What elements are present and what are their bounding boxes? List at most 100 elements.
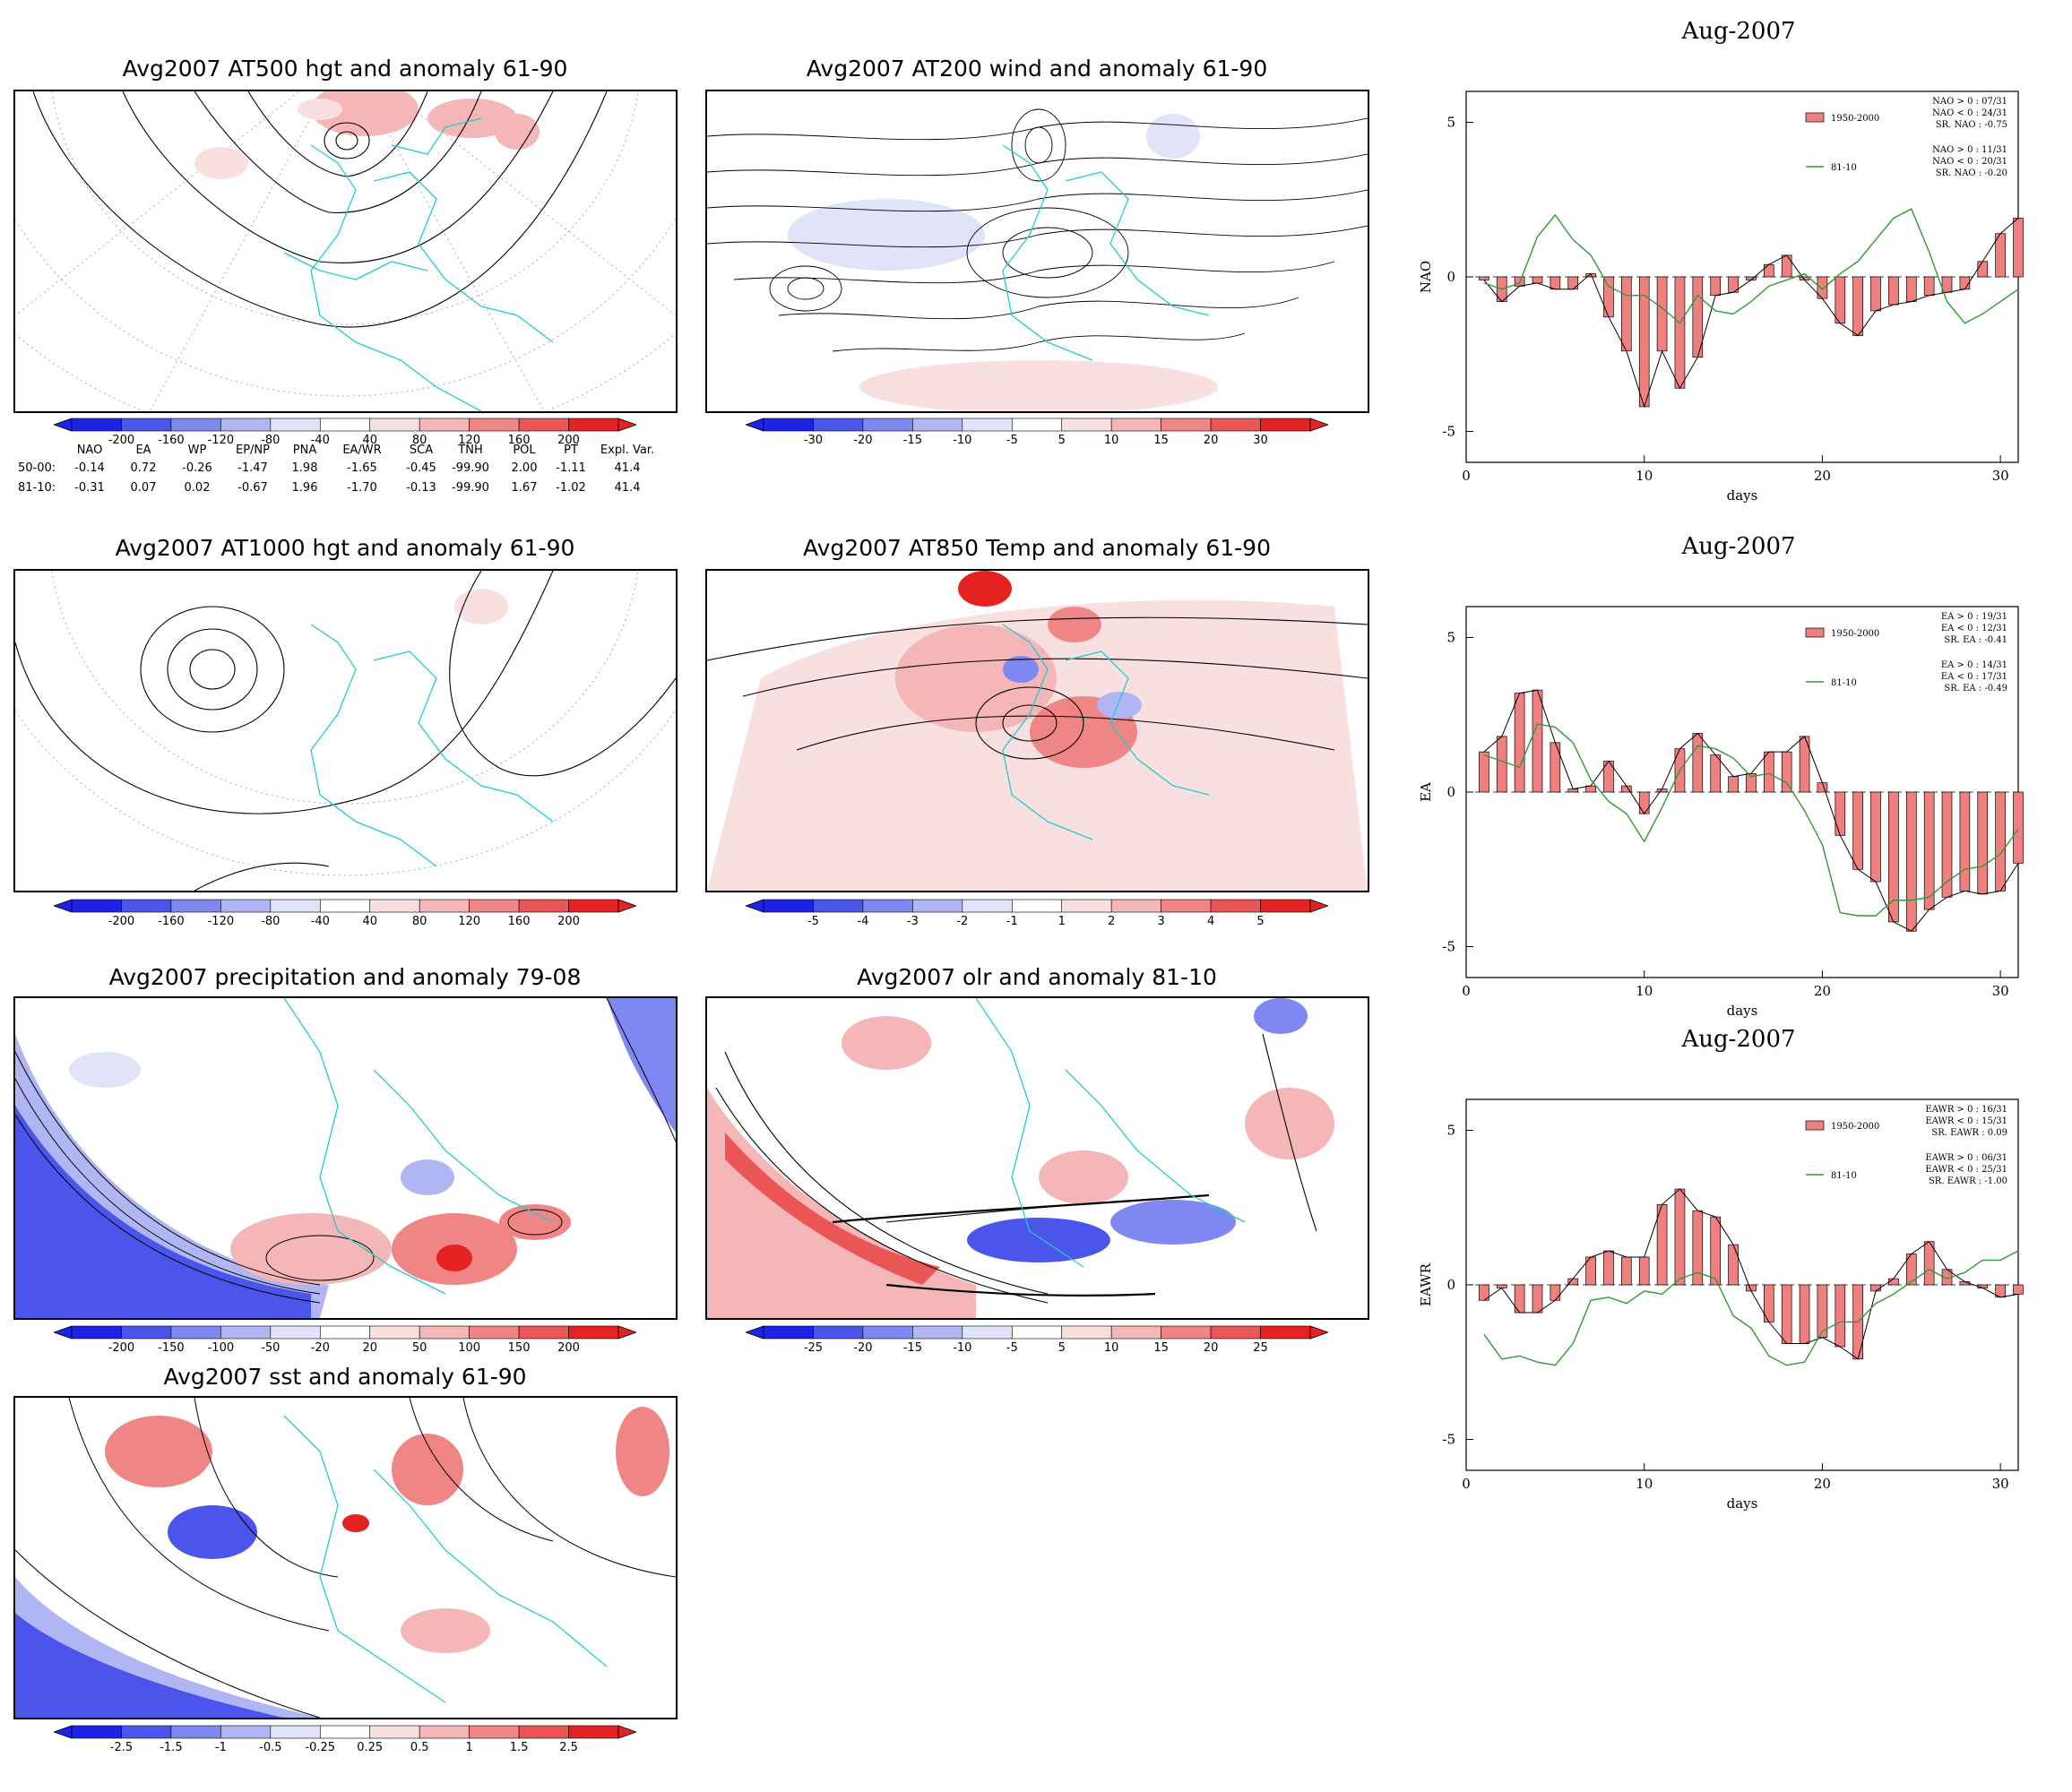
chart-plot: 0 10 20 30 5 0 -5 days EAWR 1950-2000 EAWR > 0 : 1… [1418,1098,2024,1512]
colorbar-tick-label: 4 [1206,915,1215,928]
bar-1950-2000 [1674,1188,1686,1286]
y-tick-label: 0 [1446,269,1455,285]
bar-1950-2000 [1923,1241,1935,1286]
colorbar-tick-label: -3 [906,915,919,928]
legend-stat: SR. EA : -0.49 [1944,684,2007,694]
table-cell: -1.70 [347,481,377,495]
colorbar-tick-label: -0.5 [259,1741,282,1754]
bar-1950-2000 [1905,791,1917,932]
legend-stat: EA < 0 : 17/31 [1941,672,2007,682]
table-cell: -0.45 [406,461,436,475]
map-title-at500: Avg2007 AT500 hgt and anomaly 61-90 [122,56,568,82]
series-line-81-10 [1483,723,2019,917]
legend-stat: SR. NAO : -0.75 [1936,120,2007,130]
y-tick-label: 5 [1446,115,1455,131]
series-line-81-10 [1483,1250,2019,1366]
table-cell: -99.90 [452,481,489,495]
bar-1950-2000 [1977,261,1989,278]
colorbar-tick-label: -15 [902,434,922,447]
map-panel-at850 [705,569,1369,892]
map-title-at200: Avg2007 AT200 wind and anomaly 61-90 [806,56,1268,82]
bar-1950-2000 [1567,1278,1579,1286]
legend-stat: EAWR > 0 : 16/31 [1925,1105,2007,1115]
colorbar-tick-label: -100 [207,1341,235,1355]
colorbar-tick-label: 150 [507,1341,531,1355]
colorbar-tick-label: -200 [108,434,135,447]
colorbar-tick-label: 25 [1253,1341,1268,1355]
colorbar-tick-label: 10 [1103,434,1119,447]
colorbar-tick-label: 15 [1153,434,1169,447]
index-chart-nao: Aug-2007 0 10 20 30 5 0 -5 days NAO 1950-2000 NAO >… [1398,18,2072,520]
table-header: EA [135,444,151,457]
table-cell: 0.07 [130,481,157,495]
colorbar-m4: -5 -4 -3 -2 -1 1 2 3 4 5 [744,898,1330,934]
bar-1950-2000 [1621,276,1632,352]
colorbar-tick-label: -120 [207,434,235,447]
colorbar-tick-label: -80 [261,915,281,928]
bar-1950-2000 [1835,791,1846,836]
teleconnection-table: NAO EA WP EP/NP PNA EA/WR SCA TNH POL PT Expl. Var… [18,444,654,506]
bar-1950-2000 [1656,1203,1668,1286]
legend-stat: SR. EAWR : -1.00 [1929,1176,2007,1186]
table-header: Expl. Var. [600,444,655,457]
colorbar-tick-label: -80 [261,434,281,447]
colorbar-tick-label: -2 [956,915,969,928]
table-header: NAO [76,444,103,457]
bar-1950-2000 [1638,276,1650,408]
x-axis-label: days [1727,487,1758,504]
bar-1950-2000 [1763,263,1774,278]
map-olr-plot [707,998,1334,1318]
y-axis-label: EAWR [1418,1262,1434,1306]
bar-1950-2000 [1852,791,1863,870]
table-cell: -99.90 [452,461,489,475]
table-cell: 1.67 [511,481,538,495]
colorbar-tick-label: 200 [557,434,580,447]
colorbar-tick-label: 5 [1058,434,1066,447]
bar-1950-2000 [1710,276,1722,297]
x-tick-label: 10 [1636,468,1653,484]
x-tick-label: 20 [1814,1476,1831,1492]
colorbar-tick-label: 0.25 [357,1741,384,1754]
colorbar-tick-label: -200 [108,915,135,928]
legend-stat: NAO > 0 : 11/31 [1932,145,2007,155]
index-chart-eawr: Aug-2007 0 10 20 30 5 0 -5 days EAWR 1950-2000 EAWR… [1398,1026,2072,1528]
colorbar-tick-label: -40 [310,434,330,447]
table-cell: -0.13 [406,481,436,495]
colorbar-tick-label: -40 [310,915,330,928]
map-panel-olr [705,996,1369,1320]
bar-1950-2000 [1923,791,1935,910]
colorbar-tick-label: 2 [1108,915,1116,928]
colorbar-tick-label: -10 [953,434,972,447]
y-tick-label: -5 [1442,939,1455,955]
x-tick-label: 30 [1992,468,2009,484]
bar-1950-2000 [1941,276,1953,293]
colorbar-tick-label: -160 [158,434,185,447]
colorbar-tick-label: 30 [1253,434,1268,447]
index-chart-ea: Aug-2007 0 10 20 30 5 0 -5 days EA 1950-2000 EA > 0… [1398,533,2072,1035]
colorbar-tick-label: 100 [458,1341,481,1355]
colorbar-m5: -200 -150 -100 -50 -20 20 50 100 150 200 [52,1324,638,1360]
map-at200-plot [707,108,1368,411]
colorbar-tick-label: 5 [1058,1341,1066,1355]
bar-1950-2000 [1977,791,1989,895]
bar-1950-2000 [1514,693,1525,793]
colorbar-tick-label: 5 [1256,915,1265,928]
table-header: POL [513,444,536,457]
map-panel-precip [13,996,678,1320]
bar-1950-2000 [1479,751,1489,793]
colorbar-tick-label: -15 [902,1341,922,1355]
bar-1950-2000 [1550,276,1561,290]
bar-1950-2000 [1710,754,1722,793]
table-cell: 1.98 [291,461,318,475]
bar-1950-2000 [1835,1284,1846,1348]
colorbar-m7: -2.5 -1.5 -1 -0.5 -0.25 0.25 0.5 1 1.5 2.5 [52,1724,638,1760]
colorbar-m3: -200 -160 -120 -80 -40 40 80 120 160 200 [52,898,638,934]
map-panel-at200 [705,90,1369,413]
bar-1950-2000 [1603,1250,1614,1286]
bar-1950-2000 [1870,276,1881,312]
bar-1950-2000 [1995,233,2006,278]
series-line-1950-2000 [1483,1188,2019,1360]
table-cell: -1.47 [237,461,268,475]
legend-bar-label: 1950-2000 [1831,629,1879,639]
map-title-sst: Avg2007 sst and anomaly 61-90 [163,1364,527,1390]
